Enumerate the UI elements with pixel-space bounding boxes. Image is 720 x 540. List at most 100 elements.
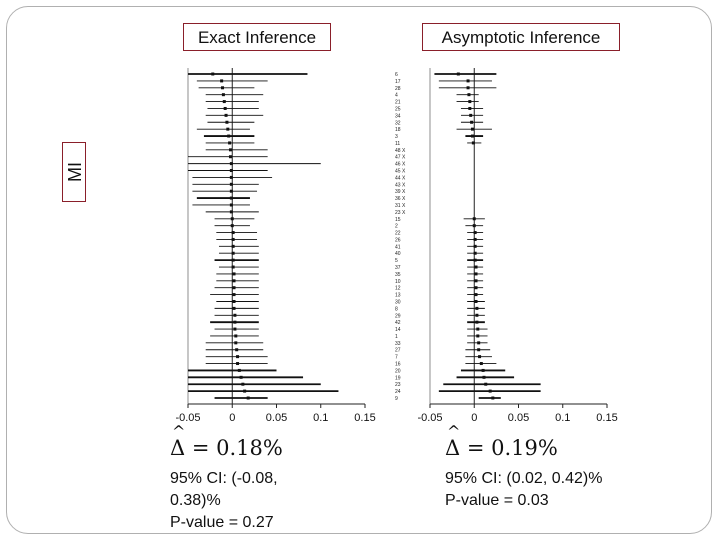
exact-point-estimate (233, 327, 237, 331)
asymptotic-x-tick-label: 0.15 (596, 412, 617, 424)
exact-study-label: 39 X (395, 189, 406, 195)
asymptotic-point-estimate (475, 306, 479, 310)
exact-study-label: 4 (395, 93, 398, 99)
exact-point-estimate (231, 258, 235, 262)
exact-study-label: 14 (395, 327, 401, 333)
asymptotic-point-estimate (477, 341, 481, 345)
exact-point-estimate (224, 113, 228, 117)
exact-study-label: 44 X (395, 175, 406, 181)
exact-study-label: 21 (395, 100, 401, 106)
exact-study-label: 5 (395, 258, 398, 264)
exact-point-estimate (226, 127, 230, 131)
exact-study-label: 28 (395, 86, 401, 92)
exact-ci-line2: 0.38)% (170, 492, 221, 509)
exact-point-estimate (229, 210, 233, 214)
exact-study-label: 17 (395, 79, 401, 85)
exact-study-label: 9 (395, 396, 398, 402)
exact-point-estimate (241, 382, 245, 386)
exact-study-label: 31 X (395, 203, 406, 209)
exact-study-label: 13 (395, 293, 401, 299)
exact-point-estimate (223, 106, 227, 110)
exact-study-label: 1 (395, 334, 398, 340)
exact-point-estimate (231, 231, 235, 235)
asymptotic-point-estimate (471, 141, 475, 145)
exact-study-label: 8 (395, 306, 398, 312)
exact-study-label: 37 (395, 265, 401, 271)
asymptotic-point-estimate (472, 224, 476, 228)
exact-study-label: 45 X (395, 169, 406, 175)
asymptotic-x-tick-label: 0 (471, 412, 477, 424)
asymptotic-delta-value: = 0.19% (466, 436, 558, 460)
asymptotic-point-estimate (470, 127, 474, 131)
exact-point-estimate (233, 320, 237, 324)
asymptotic-x-tick-label: -0.05 (417, 412, 442, 424)
exact-pvalue: P-value = 0.27 (170, 514, 274, 531)
exact-point-estimate (228, 155, 232, 159)
exact-point-estimate (231, 251, 235, 255)
asymptotic-point-estimate (491, 396, 495, 400)
exact-study-label: 11 (395, 141, 400, 147)
exact-point-estimate (231, 237, 235, 241)
exact-point-estimate (230, 224, 234, 228)
exact-point-estimate (243, 389, 247, 393)
asymptotic-point-estimate (469, 113, 473, 117)
exact-point-estimate (234, 341, 238, 345)
exact-point-estimate (229, 203, 233, 207)
exact-point-estimate (229, 169, 233, 173)
exact-point-estimate (222, 100, 226, 104)
exact-study-label: 40 (395, 251, 401, 257)
exact-study-label: 47 X (395, 155, 406, 161)
exact-study-label: 20 (395, 368, 401, 374)
exact-study-label: 25 (395, 106, 401, 112)
exact-study-label: 32 (395, 120, 401, 126)
asymptotic-point-estimate (470, 134, 474, 138)
exact-point-estimate (221, 86, 225, 90)
exact-study-label: 7 (395, 355, 398, 361)
exact-study-label: 48 X (395, 148, 406, 154)
asymptotic-point-estimate (484, 382, 488, 386)
exact-x-tick-label: 0 (229, 412, 235, 424)
exact-study-label: 29 (395, 313, 401, 319)
exact-point-estimate (239, 375, 243, 379)
exact-point-estimate (232, 306, 236, 310)
asymptotic-point-estimate (476, 334, 480, 338)
exact-x-tick-label: 0.05 (266, 412, 287, 424)
exact-study-label: 10 (395, 279, 401, 285)
exact-study-label: 12 (395, 286, 401, 292)
exact-x-tick-label: 0.1 (313, 412, 328, 424)
asymptotic-pvalue: P-value = 0.03 (445, 492, 549, 509)
exact-study-label: 23 (395, 382, 401, 388)
asymptotic-point-estimate (475, 313, 479, 317)
exact-point-estimate (246, 396, 250, 400)
exact-study-label: 41 (395, 244, 401, 250)
asymptotic-point-estimate (478, 355, 482, 359)
exact-point-estimate (229, 196, 233, 200)
exact-point-estimate (232, 293, 236, 297)
exact-point-estimate (230, 217, 234, 221)
exact-point-estimate (234, 334, 238, 338)
exact-study-label: 36 X (395, 196, 406, 202)
exact-study-label: 27 (395, 348, 401, 354)
exact-study-label: 15 (395, 217, 401, 223)
exact-study-label: 42 (395, 320, 401, 326)
asymptotic-point-estimate (481, 368, 485, 372)
exact-point-estimate (236, 355, 240, 359)
exact-point-estimate (229, 189, 233, 193)
exact-point-estimate (211, 72, 215, 76)
asymptotic-point-estimate (473, 244, 477, 248)
asymptotic-point-estimate (482, 375, 486, 379)
asymptotic-point-estimate (474, 265, 478, 269)
asymptotic-point-estimate (473, 231, 477, 235)
exact-point-estimate (232, 279, 236, 283)
asymptotic-stats: 95% CI: (0.02, 0.42)% P-value = 0.03 (445, 468, 602, 512)
exact-study-label: 34 (395, 113, 401, 119)
exact-point-estimate (237, 368, 241, 372)
exact-point-estimate (236, 362, 240, 366)
exact-study-label: 6 (395, 72, 398, 78)
exact-study-label: 33 (395, 341, 401, 347)
exact-point-estimate (225, 120, 229, 124)
asymptotic-point-estimate (467, 93, 471, 97)
exact-study-label: 43 X (395, 182, 406, 188)
exact-study-label: 19 (395, 375, 401, 381)
